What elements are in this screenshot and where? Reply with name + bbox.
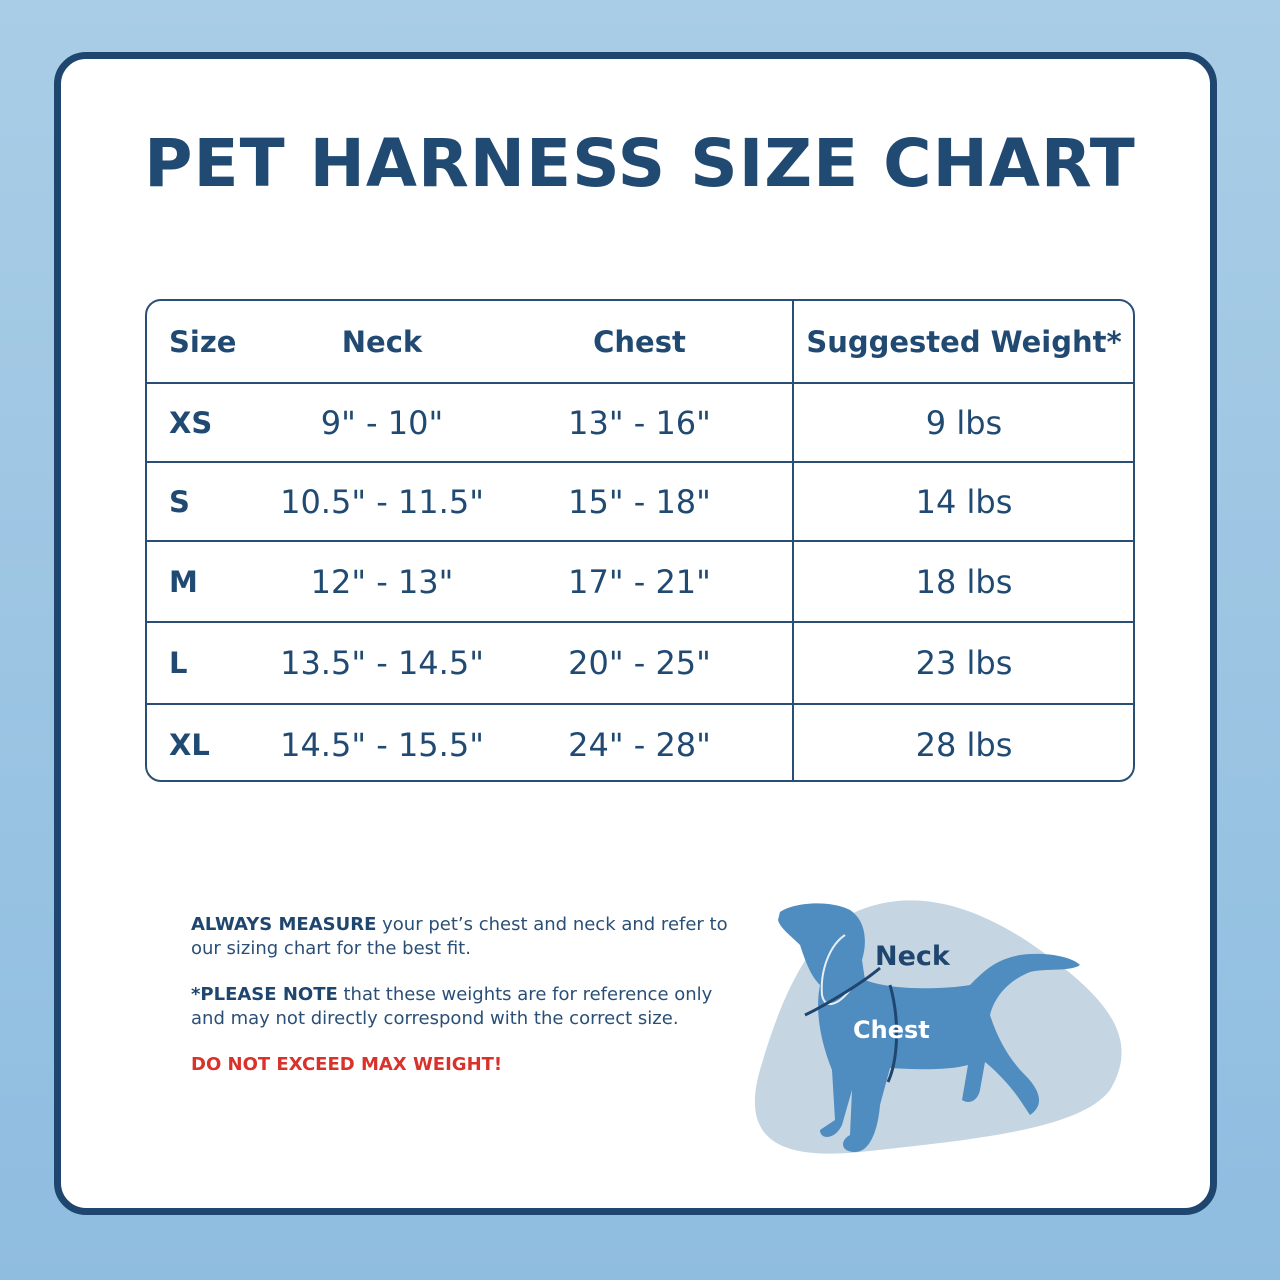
neck-cell: 12" - 13" (310, 562, 454, 601)
header-size: Size (169, 324, 237, 359)
max-weight-warning: DO NOT EXCEED MAX WEIGHT! (191, 1054, 503, 1075)
size-cell: XL (169, 727, 210, 762)
weight-cell: 9 lbs (925, 403, 1003, 442)
header-weight: Suggested Weight* (806, 324, 1122, 359)
note-bold: *PLEASE NOTE (191, 984, 338, 1005)
note-text: that these weights are for reference onl… (191, 984, 713, 1029)
size-cell: S (169, 484, 190, 519)
chest-cell: 20" - 25" (568, 644, 711, 682)
header-neck: Neck (341, 324, 423, 359)
header-chest: Chest (593, 324, 686, 359)
table-row: L 13.5" - 14.5" 20" - 25" 23 lbs (147, 623, 1133, 705)
neck-label: Neck (875, 941, 951, 972)
weight-note: *PLEASE NOTE that these weights are for … (191, 983, 751, 1031)
neck-cell: 14.5" - 15.5" (280, 725, 484, 764)
weight-cell: 28 lbs (915, 725, 1013, 764)
table-row: XL 14.5" - 15.5" 24" - 28" 28 lbs (147, 705, 1133, 780)
size-table: Size Neck Chest Suggested Weight* XS 9" … (145, 299, 1135, 782)
size-cell: M (169, 564, 198, 599)
ear-outline (820, 934, 851, 1005)
chest-strap (886, 984, 899, 1083)
neck-cell: 9" - 10" (320, 403, 444, 442)
table-header: Size Neck Chest Suggested Weight* (147, 301, 1133, 384)
dog-measurement-diagram: Neck Chest (754, 900, 1122, 1154)
chest-cell: 24" - 28" (568, 725, 711, 764)
weight-cell: 23 lbs (915, 644, 1013, 682)
table-row: S 10.5" - 11.5" 15" - 18" 14 lbs (147, 463, 1133, 542)
neck-cell: 13.5" - 14.5" (280, 644, 484, 682)
measure-bold: ALWAYS MEASURE (191, 914, 377, 935)
chest-label: Chest (853, 1016, 930, 1044)
chest-cell: 15" - 18" (568, 482, 711, 521)
table-row: M 12" - 13" 17" - 21" 18 lbs (147, 542, 1133, 623)
chest-cell: 17" - 21" (568, 562, 711, 601)
neck-strap (804, 966, 881, 1017)
measure-text: your pet’s chest and neck and refer to o… (191, 914, 728, 959)
weight-cell: 14 lbs (915, 482, 1013, 521)
neck-cell: 10.5" - 11.5" (280, 482, 484, 521)
size-cell: XS (169, 405, 213, 440)
sizing-notes: ALWAYS MEASURE your pet’s chest and neck… (191, 913, 751, 1099)
page-title: PET HARNESS SIZE CHART (144, 125, 1136, 202)
table-row: XS 9" - 10" 13" - 16" 9 lbs (147, 384, 1133, 463)
dog-silhouette-icon (778, 903, 1080, 1152)
measure-note: ALWAYS MEASURE your pet’s chest and neck… (191, 913, 751, 961)
chest-cell: 13" - 16" (568, 403, 711, 442)
weight-cell: 18 lbs (915, 562, 1013, 601)
size-cell: L (169, 646, 188, 680)
